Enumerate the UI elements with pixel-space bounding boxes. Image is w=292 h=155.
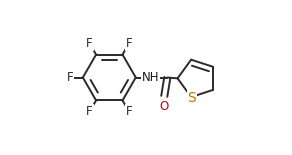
Text: NH: NH xyxy=(142,71,159,84)
Text: F: F xyxy=(86,37,93,50)
Text: F: F xyxy=(126,37,132,50)
Text: F: F xyxy=(126,105,132,118)
Text: F: F xyxy=(86,105,93,118)
Text: F: F xyxy=(67,71,73,84)
Text: O: O xyxy=(160,100,169,113)
Text: S: S xyxy=(188,91,196,105)
